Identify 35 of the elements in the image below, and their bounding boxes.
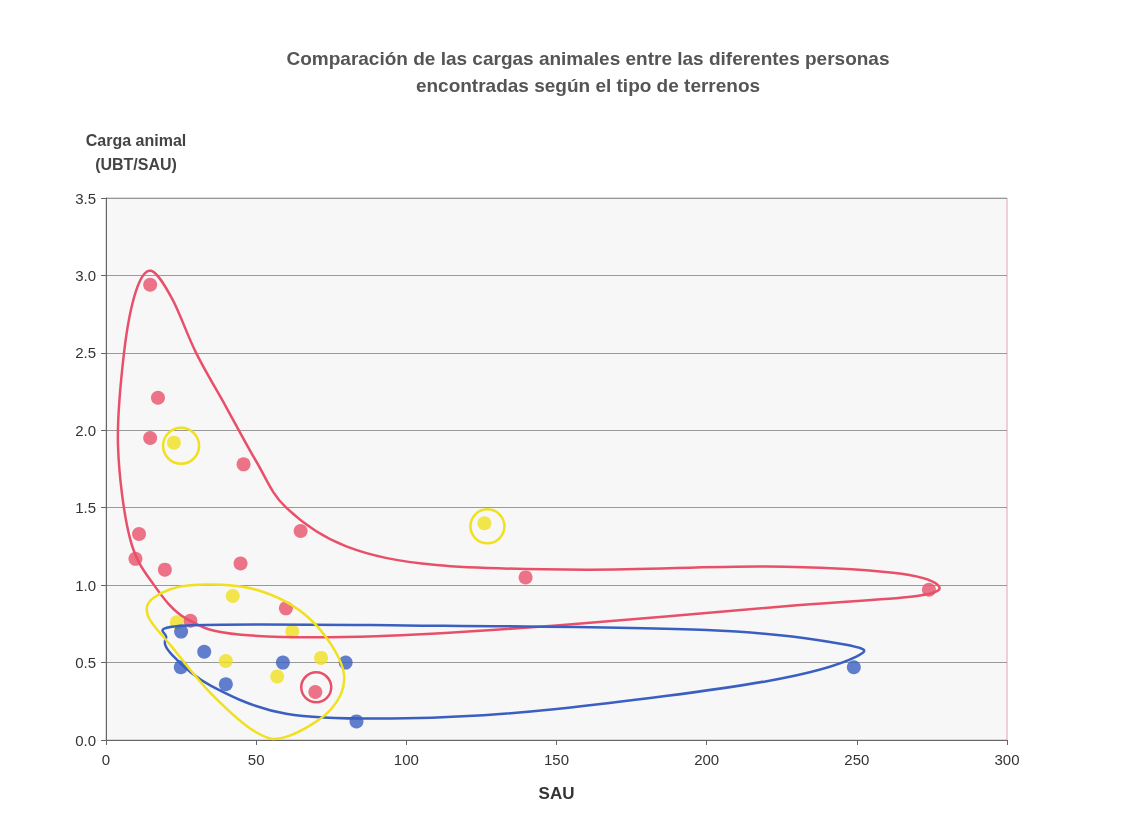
x-tick-label: 250 (844, 751, 870, 768)
y-axis-title: Carga animal (UBT/SAU) (85, 131, 187, 173)
x-tick-label: 150 (543, 751, 570, 768)
y-tick-label: 3.5 (75, 189, 96, 207)
point (218, 677, 233, 692)
x-tick-label: 50 (247, 751, 265, 768)
y-tick-label: 3.0 (75, 266, 96, 284)
point (275, 655, 290, 670)
x-tick-label: 100 (393, 751, 419, 768)
y-tick-label: 2.5 (75, 344, 96, 362)
x-tick-label: 300 (994, 751, 1020, 768)
y-tick-label: 2.0 (75, 421, 96, 439)
point (270, 669, 285, 684)
y-tick-label: 0.5 (75, 654, 96, 672)
point (236, 457, 251, 472)
point (150, 390, 165, 405)
point (314, 650, 329, 665)
point (143, 277, 158, 292)
point (143, 431, 158, 446)
point (197, 644, 212, 659)
y-tick-label: 1.0 (75, 576, 96, 594)
point (233, 556, 248, 571)
point (157, 562, 172, 577)
point (225, 588, 240, 603)
y-tick-label: 1.5 (75, 499, 96, 517)
point (518, 570, 533, 585)
point (132, 527, 147, 542)
x-tick-label: 200 (694, 751, 720, 768)
point (293, 523, 308, 538)
chart-title: Comparación de las cargas animales entre las diferentes personas encontradas según el tipo de terrenos (286, 48, 890, 96)
y-tick-label: 0.0 (75, 731, 96, 749)
point (218, 654, 233, 669)
point (846, 660, 861, 675)
x-axis-title: SAU (538, 784, 575, 803)
x-tick-label: 0 (101, 751, 111, 768)
